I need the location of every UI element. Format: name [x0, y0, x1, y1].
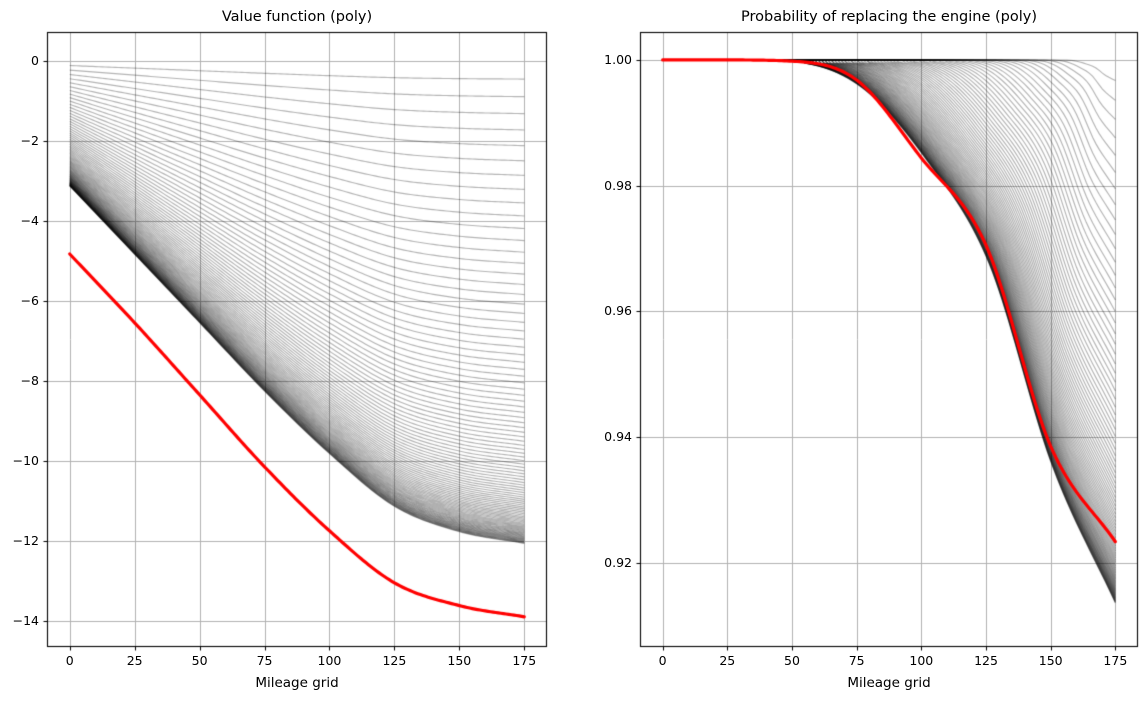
- x-tick-label: 125: [974, 653, 998, 668]
- x-tick-label: 125: [382, 653, 407, 668]
- y-tick-label: −10: [12, 452, 39, 468]
- x-tick-label: 150: [447, 653, 472, 668]
- x-tick-label: 175: [1103, 653, 1128, 668]
- x-tick-label: 25: [126, 653, 143, 668]
- x-tick-label: 50: [784, 653, 800, 668]
- y-tick-label: −8: [20, 372, 39, 388]
- x-tick-label: 100: [317, 653, 342, 668]
- y-tick-label: 0.98: [604, 177, 632, 193]
- right-plot-title: Probability of replacing the engine (pol…: [741, 9, 1037, 25]
- x-tick-label: 150: [1038, 653, 1063, 668]
- y-tick-label: −12: [12, 532, 39, 548]
- x-tick-label: 175: [512, 653, 537, 668]
- y-tick-label: −14: [12, 612, 39, 628]
- y-tick-label: −4: [20, 212, 39, 228]
- left-x-axis-label: Mileage grid: [255, 675, 339, 691]
- y-tick-label: 1.00: [604, 51, 632, 67]
- y-tick-label: −6: [20, 292, 39, 308]
- y-tick-label: 0.92: [604, 554, 632, 570]
- y-tick-label: 0.94: [604, 428, 632, 444]
- y-tick-label: 0: [31, 52, 39, 68]
- x-tick-label: 25: [719, 653, 736, 668]
- x-tick-label: 75: [256, 653, 273, 668]
- x-tick-label: 100: [909, 653, 934, 668]
- right-x-axis-label: Mileage grid: [847, 675, 931, 691]
- x-tick-label: 0: [65, 653, 74, 668]
- y-tick-label: −2: [20, 132, 39, 148]
- left-plot-title: Value function (poly): [221, 9, 373, 25]
- x-tick-label: 0: [658, 653, 667, 668]
- x-tick-label: 75: [848, 653, 865, 668]
- x-tick-label: 50: [191, 653, 208, 668]
- y-tick-label: 0.96: [604, 303, 632, 319]
